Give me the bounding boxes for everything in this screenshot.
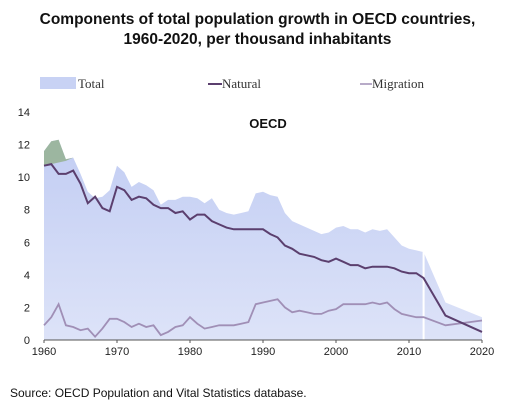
- y-tick-label: 0: [24, 335, 30, 347]
- legend-swatch-total: [40, 77, 76, 89]
- population-growth-chart: 0 2 4 6 8 10 12 14 1960 1970 1980 1990 2000 2010 2020 O…: [18, 76, 494, 358]
- legend-label-natural: Natural: [222, 76, 261, 91]
- panel-label: OECD: [249, 116, 287, 131]
- y-tick-label: 12: [18, 140, 30, 152]
- y-tick-label: 8: [24, 205, 30, 217]
- y-tick-label: 10: [18, 172, 30, 184]
- x-tick-label: 1970: [105, 346, 129, 358]
- x-tick-label: 1990: [251, 346, 275, 358]
- total-peak-highlight: [44, 139, 74, 166]
- x-tick-label: 1980: [178, 346, 202, 358]
- x-tick-label: 2000: [324, 346, 348, 358]
- series-migration-line: [43, 298, 483, 339]
- legend-label-total: Total: [78, 76, 105, 91]
- series-total-area: [44, 139, 482, 340]
- y-tick-label: 4: [24, 270, 30, 282]
- legend-label-migration: Migration: [372, 76, 424, 91]
- title-line-2: 1960-2020, per thousand inhabitants: [123, 31, 392, 48]
- y-tick-label: 2: [24, 302, 30, 314]
- source-note: Source: OECD Population and Vital Statis…: [10, 386, 307, 400]
- x-tick-label: 2010: [397, 346, 421, 358]
- y-tick-label: 14: [18, 107, 30, 119]
- x-tick-label: 2020: [470, 346, 494, 358]
- x-tick-label: 1960: [32, 346, 56, 358]
- series-natural-line: [43, 162, 483, 333]
- y-tick-label: 6: [24, 237, 30, 249]
- title-line-1: Components of total population growth in…: [39, 11, 476, 28]
- chart-title: Components of total population growth in…: [0, 10, 515, 50]
